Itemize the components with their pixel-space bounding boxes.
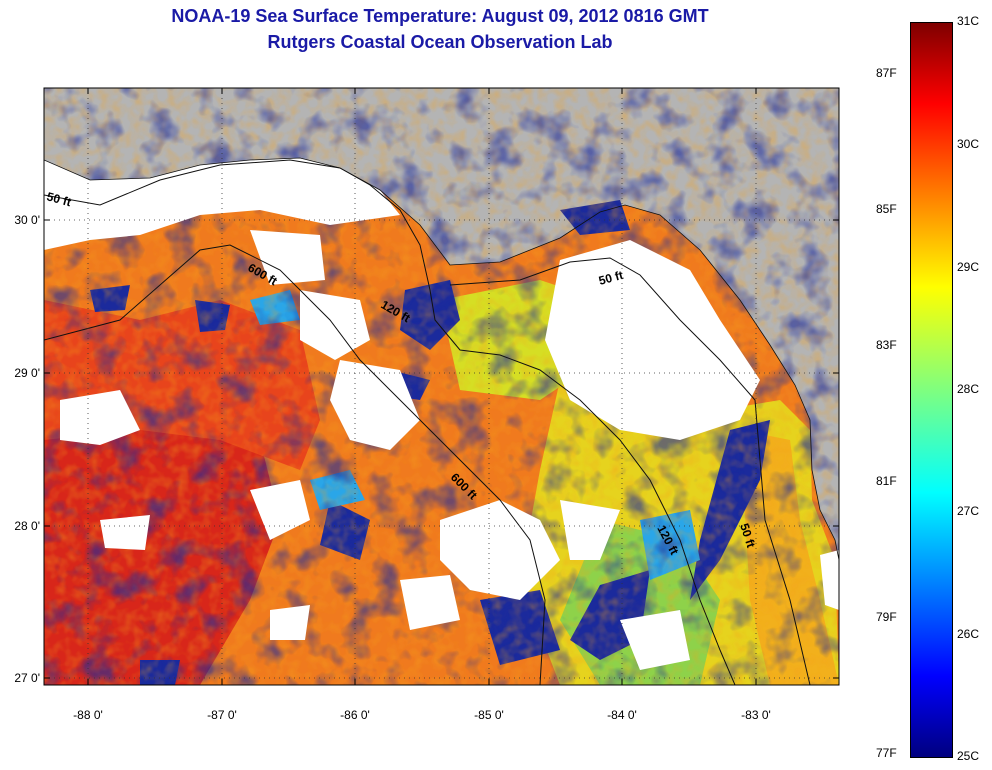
lat-tick-labels: 30 0' 29 0' 28 0' 27 0' — [14, 213, 40, 685]
colorbar-f-label: 87F — [876, 66, 897, 80]
contour-label: 50 ft — [597, 268, 624, 288]
lat-tick-label: 28 0' — [14, 519, 40, 533]
colorbar-f-label: 81F — [876, 474, 897, 488]
colorbar — [910, 22, 953, 758]
colorbar-c-label: 31C — [957, 14, 980, 28]
map-subtitle: Rutgers Coastal Ocean Observation Lab — [267, 32, 613, 52]
colorbar-f-label: 85F — [876, 202, 897, 216]
map-area: 50 ft 600 ft 120 ft 50 ft 600 ft 120 ft … — [44, 88, 839, 685]
contour-50ft-east — [449, 257, 811, 685]
coastline — [44, 157, 839, 561]
colorbar-f-label: 83F — [876, 338, 897, 352]
lon-tick-label: -87 0' — [207, 708, 237, 722]
map-frame — [43, 87, 840, 686]
lon-tick-labels: -88 0' -87 0' -86 0' -85 0' -84 0' -83 0… — [73, 708, 771, 722]
lon-tick-label: -83 0' — [741, 708, 771, 722]
map-title: NOAA-19 Sea Surface Temperature: August … — [171, 6, 709, 26]
lat-tick-label: 27 0' — [14, 671, 40, 685]
lon-tick-label: -86 0' — [340, 708, 370, 722]
colorbar-c-label: 29C — [957, 260, 980, 274]
lat-tick-label: 29 0' — [14, 366, 40, 380]
contour-50ft-west — [44, 159, 341, 206]
bathymetry-contours — [44, 159, 811, 685]
colorbar-c-label: 28C — [957, 382, 980, 396]
lon-tick-label: -88 0' — [73, 708, 103, 722]
colorbar-f-label: 79F — [876, 610, 897, 624]
colorbar-c-label: 25C — [957, 749, 980, 763]
contour-600ft — [44, 244, 546, 685]
contour-120ft-west — [339, 167, 736, 685]
lat-tick-label: 30 0' — [14, 213, 40, 227]
colorbar-f-label: 77F — [876, 746, 897, 760]
tick-marks — [44, 88, 839, 685]
colorbar-c-label: 27C — [957, 504, 980, 518]
colorbar-c-label: 30C — [957, 137, 980, 151]
contour-label: 50 ft — [45, 189, 72, 209]
colorbar-c-label: 26C — [957, 627, 980, 641]
lon-tick-label: -85 0' — [474, 708, 504, 722]
lon-tick-label: -84 0' — [607, 708, 637, 722]
